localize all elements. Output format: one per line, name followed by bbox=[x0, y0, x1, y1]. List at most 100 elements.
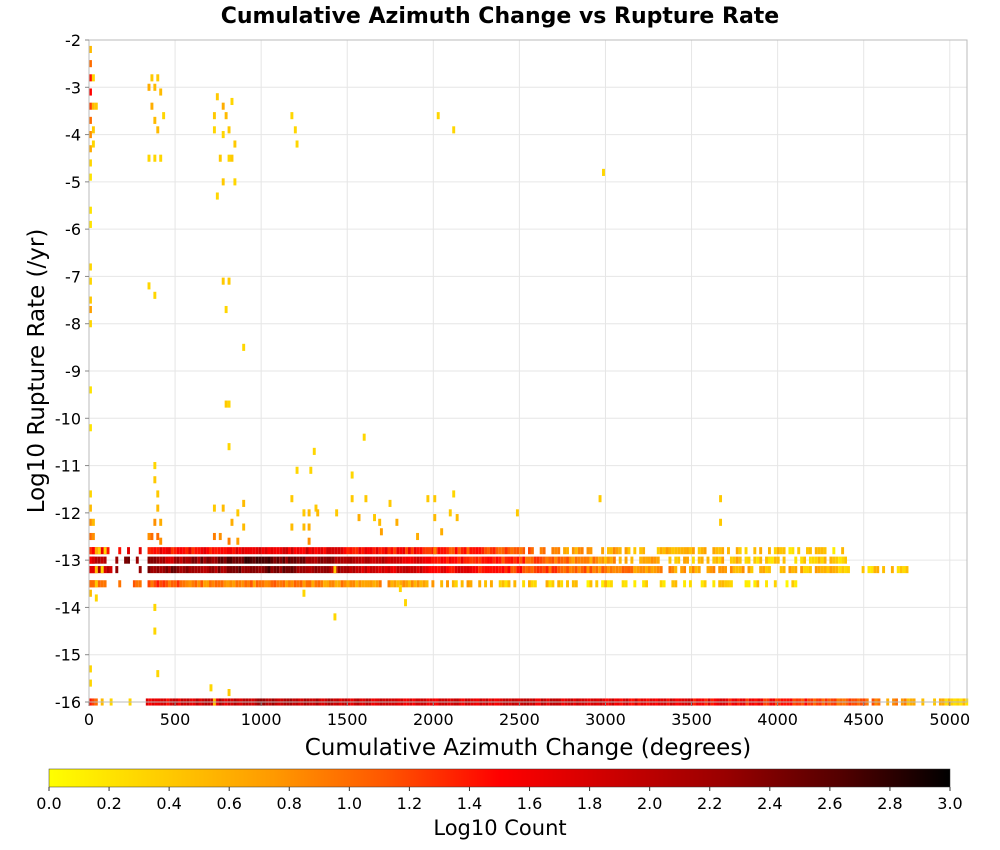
heatmap-cell bbox=[589, 547, 593, 555]
colorbar-tick-label: 1.0 bbox=[337, 794, 362, 813]
heatmap-cell bbox=[217, 580, 221, 588]
heatmap-cell bbox=[574, 580, 578, 588]
heatmap-cell bbox=[150, 74, 154, 82]
heatmap-cell bbox=[405, 566, 409, 574]
heatmap-cell bbox=[393, 566, 397, 574]
heatmap-cell bbox=[691, 547, 695, 555]
heatmap-cell bbox=[159, 547, 163, 555]
heatmap-cell bbox=[791, 547, 795, 555]
heatmap-cell bbox=[320, 566, 324, 574]
heatmap-cell bbox=[153, 556, 157, 564]
heatmap-cell bbox=[545, 580, 549, 588]
heatmap-cell bbox=[542, 556, 546, 564]
heatmap-cell bbox=[422, 556, 426, 564]
heatmap-cell bbox=[460, 566, 464, 574]
heatmap-cell bbox=[232, 556, 236, 564]
heatmap-cell bbox=[773, 556, 777, 564]
heatmap-cell bbox=[399, 580, 403, 588]
heatmap-cell bbox=[522, 547, 526, 555]
heatmap-cell bbox=[759, 556, 763, 564]
heatmap-cell bbox=[361, 556, 365, 564]
heatmap-cell bbox=[390, 580, 394, 588]
heatmap-cell bbox=[530, 556, 534, 564]
heatmap-cell bbox=[618, 547, 622, 555]
heatmap-cell bbox=[118, 547, 122, 555]
heatmap-cell bbox=[89, 566, 92, 574]
heatmap-cell bbox=[232, 547, 236, 555]
heatmap-cell bbox=[285, 566, 289, 574]
heatmap-cell bbox=[350, 495, 354, 503]
heatmap-cell bbox=[261, 556, 265, 564]
heatmap-cell bbox=[706, 566, 710, 574]
heatmap-cell bbox=[346, 556, 350, 564]
heatmap-cell bbox=[776, 547, 780, 555]
heatmap-cell bbox=[700, 547, 704, 555]
heatmap-cell bbox=[481, 566, 485, 574]
x-tick-label: 5000 bbox=[929, 710, 970, 729]
heatmap-cell bbox=[433, 547, 437, 555]
heatmap-cell bbox=[759, 547, 763, 555]
heatmap-cell bbox=[328, 556, 332, 564]
heatmap-cell bbox=[436, 112, 440, 120]
heatmap-cell bbox=[290, 112, 294, 120]
heatmap-cell bbox=[355, 556, 359, 564]
heatmap-cell bbox=[457, 547, 461, 555]
x-tick-label: 4500 bbox=[843, 710, 884, 729]
heatmap-cell bbox=[829, 566, 833, 574]
heatmap-cell bbox=[296, 556, 300, 564]
heatmap-cell bbox=[820, 566, 824, 574]
heatmap-cell bbox=[566, 547, 569, 555]
heatmap-cell bbox=[89, 296, 92, 304]
heatmap-cell bbox=[419, 556, 423, 564]
heatmap-cell bbox=[168, 566, 171, 574]
heatmap-cell bbox=[293, 566, 297, 574]
heatmap-cell bbox=[147, 532, 151, 541]
heatmap-cell bbox=[595, 580, 599, 588]
colorbar-tick-label: 0.4 bbox=[156, 794, 181, 813]
heatmap-cell bbox=[719, 495, 723, 503]
heatmap-cell bbox=[333, 613, 337, 621]
heatmap-cell bbox=[217, 566, 221, 574]
heatmap-cell bbox=[91, 580, 95, 588]
heatmap-cell bbox=[273, 547, 277, 555]
heatmap-cell bbox=[361, 580, 365, 588]
heatmap-cell bbox=[162, 566, 166, 574]
heatmap-cell bbox=[364, 495, 368, 503]
heatmap-cell bbox=[700, 580, 704, 588]
heatmap-cell bbox=[510, 547, 514, 555]
heatmap-cell bbox=[645, 580, 648, 588]
heatmap-cell bbox=[285, 556, 289, 564]
heatmap-cell bbox=[803, 566, 807, 574]
heatmap-cell bbox=[343, 547, 347, 555]
heatmap-cell bbox=[165, 566, 169, 574]
heatmap-cell bbox=[255, 580, 259, 588]
heatmap-cell bbox=[267, 566, 271, 574]
heatmap-cell bbox=[574, 566, 578, 574]
heatmap-cell bbox=[206, 566, 209, 574]
heatmap-cell bbox=[182, 547, 186, 555]
heatmap-cell bbox=[408, 547, 411, 555]
x-axis-ticks: 0 500 1000 1500 2000 2500 3000 3500 4000 4500 5000 bbox=[84, 702, 970, 729]
heatmap-cell bbox=[712, 566, 716, 574]
heatmap-cell bbox=[475, 566, 479, 574]
heatmap-cell bbox=[413, 566, 417, 574]
heatmap-cell bbox=[448, 547, 452, 555]
heatmap-cell bbox=[331, 566, 335, 574]
heatmap-cell bbox=[513, 547, 517, 555]
heatmap-cell bbox=[794, 556, 798, 564]
heatmap-cell bbox=[350, 471, 354, 479]
heatmap-cell bbox=[808, 566, 812, 574]
heatmap-cell bbox=[738, 547, 742, 555]
heatmap-cell bbox=[302, 509, 306, 517]
heatmap-cell bbox=[668, 547, 672, 555]
heatmap-cell bbox=[566, 556, 569, 564]
heatmap-cell bbox=[747, 556, 751, 564]
heatmap-cell bbox=[191, 556, 195, 564]
heatmap-cell bbox=[615, 566, 619, 574]
heatmap-cell bbox=[653, 566, 657, 574]
heatmap-cell bbox=[244, 580, 248, 588]
heatmap-cell bbox=[227, 400, 231, 408]
heatmap-cell bbox=[168, 580, 171, 588]
heatmap-cell bbox=[484, 566, 488, 574]
x-tick-label: 2500 bbox=[499, 710, 540, 729]
